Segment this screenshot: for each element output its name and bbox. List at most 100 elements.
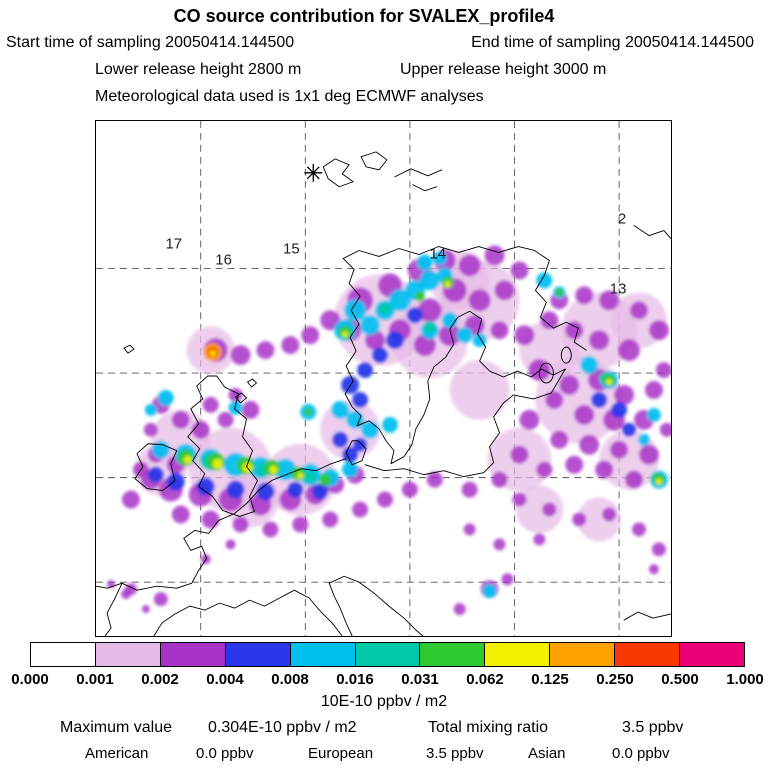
field-cell (545, 390, 564, 409)
sampling-times-line: Start time of sampling 20050414.144500 E… (0, 34, 768, 52)
colorbar-segment (159, 643, 225, 666)
field-cell (388, 289, 411, 312)
trajectory-day-label: 16 (215, 251, 232, 268)
map-svg: 17 16 15 14 2 13 (96, 121, 671, 636)
field-cell (341, 376, 360, 394)
upper-release-height-text: Upper release height 3000 m (400, 61, 607, 78)
field-cell (575, 286, 594, 305)
field-cell (212, 458, 223, 469)
field-cell (493, 538, 506, 551)
field-cell (217, 411, 234, 428)
colorbar-segments (31, 643, 744, 666)
field-cell (143, 422, 158, 437)
field-cell (550, 430, 569, 449)
field-cell (519, 409, 540, 430)
trajectory-day-label: 13 (610, 280, 627, 297)
release-point-marker (304, 163, 323, 182)
field-cell (468, 289, 491, 312)
field-cell (659, 422, 671, 437)
field-cell (574, 404, 595, 425)
colorbar-tick-label: 0.016 (336, 671, 374, 688)
colorbar-segment (614, 643, 680, 666)
map-frame: 17 16 15 14 2 13 (95, 120, 672, 637)
colorbar-tick-label: 1.000 (726, 671, 764, 688)
field-cell (209, 350, 216, 357)
trajectory-labels: 17 16 15 14 2 13 (166, 211, 627, 298)
field-cell (610, 440, 629, 459)
field-cell (171, 410, 190, 429)
field-cell (565, 455, 584, 474)
colorbar-tick-label: 0.004 (206, 671, 244, 688)
colorbar-segment (354, 643, 420, 666)
meteo-data-line: Meteorological data used is 1x1 deg ECMW… (95, 88, 484, 105)
coastline-great-britain (187, 375, 258, 517)
field-cell (352, 501, 369, 518)
field-cell (611, 401, 628, 418)
end-time-text: End time of sampling 20050414.144500 (471, 34, 754, 51)
field-cell (232, 516, 249, 533)
field-cell (241, 400, 260, 419)
total-mixing-ratio-value: 3.5 ppbv (622, 719, 684, 736)
field-cell (559, 375, 580, 395)
lower-release-height-text: Lower release height 2800 m (95, 61, 302, 78)
lake-onega (560, 346, 572, 364)
field-cell (322, 511, 339, 528)
field-cell (444, 281, 451, 288)
region-asian-label: Asian (528, 745, 566, 762)
field-cell (157, 389, 174, 406)
field-cell (639, 444, 659, 465)
field-cell (379, 302, 391, 315)
field-cell (533, 533, 546, 546)
field-cell (630, 301, 648, 320)
coastline-svalbard-islands (322, 151, 443, 192)
field-cell (312, 483, 329, 500)
field-cell (494, 280, 515, 301)
field-cell (256, 341, 275, 360)
field-cell (344, 299, 367, 322)
colorbar-tick-label: 0.500 (661, 671, 699, 688)
colorbar-segment (549, 643, 615, 666)
field-cell (413, 334, 436, 357)
field-cell (147, 466, 164, 483)
coastline-arctic (342, 246, 587, 351)
trajectory-day-label: 2 (618, 211, 626, 228)
field-cell (482, 584, 497, 599)
field-cell (512, 492, 527, 507)
colorbar-tick-label: 0.125 (531, 671, 569, 688)
colorbar-segment (224, 643, 290, 666)
field-cell (406, 307, 423, 324)
field-cell (580, 356, 599, 375)
field-cell (274, 458, 297, 481)
field-cell (226, 480, 245, 499)
field-cell (166, 472, 185, 491)
field-cell (346, 410, 365, 429)
field-cell (202, 396, 219, 413)
coastline-baltic (364, 368, 566, 478)
field-cell (622, 422, 637, 437)
release-heights-line: Lower release height 2800 m Upper releas… (0, 61, 768, 81)
colorbar-segment (484, 643, 550, 666)
field-cell (638, 433, 650, 446)
field-cell (510, 261, 529, 280)
field-cell (591, 391, 608, 408)
field-cell (484, 245, 505, 266)
field-cell (632, 522, 646, 537)
colorbar-segment (419, 643, 485, 666)
field-cell (287, 481, 304, 498)
field-cell (304, 407, 313, 416)
field-cell (589, 330, 610, 351)
field-cell (491, 471, 508, 488)
start-time-text: Start time of sampling 20050414.144500 (6, 34, 295, 51)
field-cell (458, 254, 481, 277)
field-cell (463, 523, 476, 536)
colorbar-tick-label: 0.001 (76, 671, 114, 688)
field-cell (555, 288, 564, 297)
field-cell (438, 324, 461, 347)
colorbar-tick-label: 0.031 (401, 671, 439, 688)
trajectory-day-label: 15 (283, 240, 300, 257)
field-cell (301, 326, 320, 345)
coastline-mediterranean (153, 589, 343, 636)
trajectory-day-label: 14 (429, 245, 446, 262)
contributions-line: American 0.0 ppbv European 3.5 ppbv Asia… (0, 745, 768, 765)
field-cell (449, 360, 510, 420)
